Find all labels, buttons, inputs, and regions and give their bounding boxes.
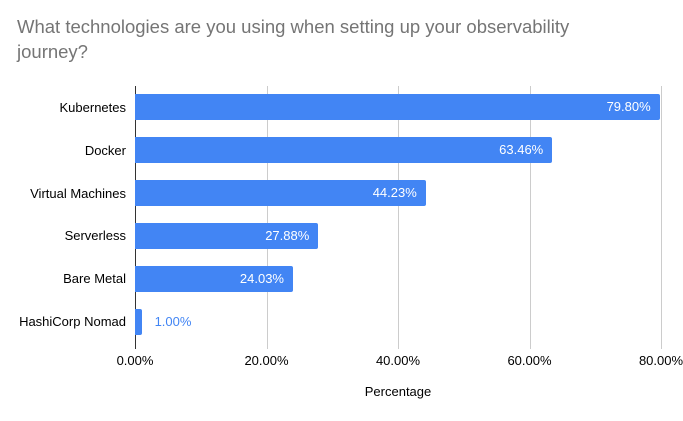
y-axis-line — [135, 86, 136, 349]
category-label: Serverless — [64, 228, 126, 244]
bar: 63.46% — [135, 137, 553, 164]
x-tick-label: 80.00% — [638, 353, 683, 368]
bar-row: Bare Metal 24.03% — [0, 257, 683, 300]
gridline — [266, 86, 268, 343]
category-label: Bare Metal — [63, 271, 126, 287]
category-label: Docker — [84, 142, 126, 158]
bar-value-label: 79.80% — [606, 99, 651, 115]
bar-value-label: 1.00% — [154, 313, 192, 329]
bar-track: 24.03% — [135, 265, 683, 292]
bar-track: 44.23% — [135, 180, 683, 207]
x-tick-label: 20.00% — [244, 353, 289, 368]
axis-tick — [135, 343, 136, 349]
category-label: Virtual Machines — [30, 185, 126, 201]
gridline — [529, 86, 531, 343]
x-axis-title: Percentage — [364, 384, 432, 399]
bar: 79.80% — [135, 94, 660, 121]
x-tick-label: 0.00% — [116, 353, 154, 368]
bar-track: 63.46% — [135, 137, 683, 164]
gridline — [661, 86, 662, 343]
category-label: Kubernetes — [59, 99, 127, 115]
axis-tick — [398, 343, 399, 349]
bar: 24.03% — [135, 265, 293, 292]
axis-tick — [529, 343, 531, 349]
bar-row: Serverless 27.88% — [0, 214, 683, 257]
category-label: HashiCorp Nomad — [19, 314, 126, 330]
bar: 27.88% — [135, 222, 319, 249]
bar: 44.23% — [135, 180, 426, 207]
bar-track: 79.80% — [135, 94, 683, 121]
axis-tick — [266, 343, 268, 349]
gridline — [398, 86, 399, 343]
bar-row: HashiCorp Nomad 1.00% — [0, 300, 683, 343]
chart-title: What technologies are you using when set… — [17, 16, 570, 62]
bar-value-label: 44.23% — [372, 185, 417, 201]
bar-track: 1.00% — [135, 308, 683, 335]
bar-value-label: 24.03% — [239, 270, 284, 286]
bar-track: 27.88% — [135, 222, 683, 249]
x-tick-label: 60.00% — [507, 353, 552, 368]
bar-row: Docker 63.46% — [0, 129, 683, 172]
bar-value-label: 27.88% — [265, 227, 310, 243]
bar-value-label: 63.46% — [499, 142, 544, 158]
bar-rows: Kubernetes 79.80% Docker 63.46% Virtual Mach… — [0, 86, 683, 343]
x-tick-label: 40.00% — [375, 353, 421, 368]
plot-area: 0.00% 20.00% 40.00% 60.00% 80.00% — [117, 86, 683, 368]
bar-row: Virtual Machines 44.23% — [0, 172, 683, 215]
axis-tick — [661, 343, 662, 349]
bar — [135, 308, 142, 335]
bar-row: Kubernetes 79.80% — [0, 86, 683, 129]
